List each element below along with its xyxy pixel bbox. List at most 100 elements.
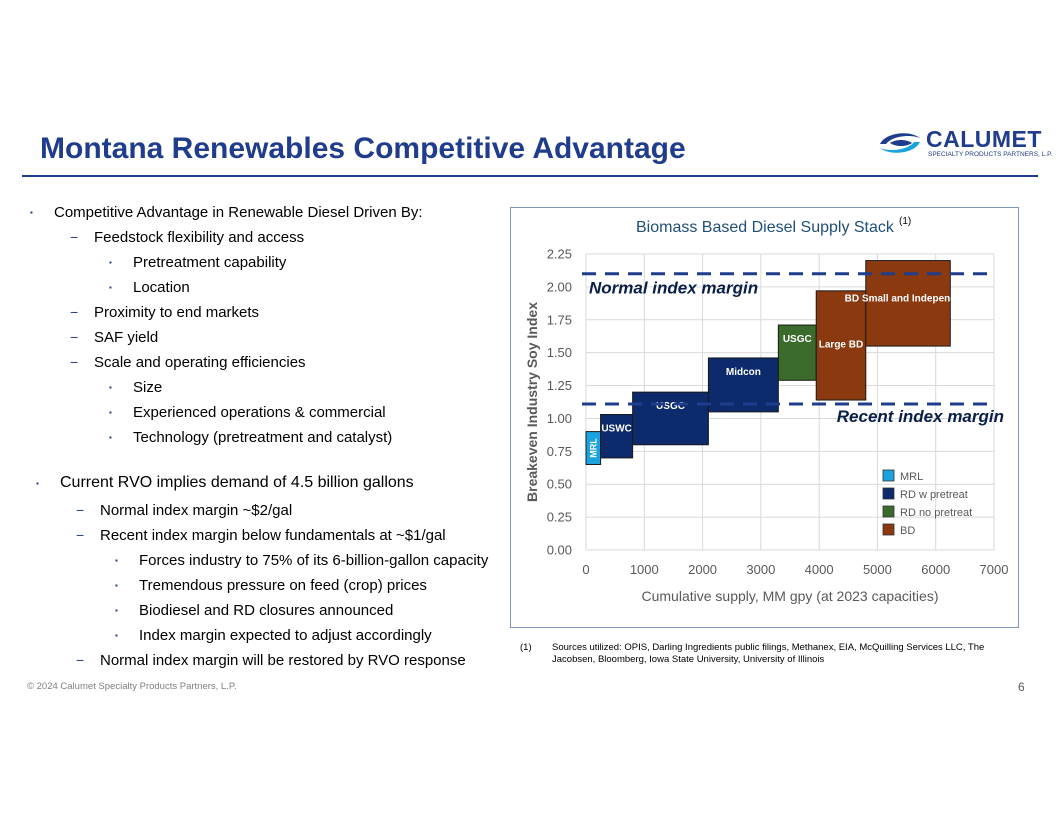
bullet-text: Normal index margin will be restored by … [100,652,466,669]
legend-label: BD [900,525,915,537]
page-title: Montana Renewables Competitive Advantage [40,132,686,165]
bullet-item: ▪ Experienced operations & commercial [109,404,386,421]
bullet-marker: − [70,304,79,320]
calumet-swirl-icon [880,133,920,153]
bullet-marker: ▪ [109,383,112,392]
footnote-text: Sources utilized: OPIS, Darling Ingredie… [552,642,985,665]
legend-label: RD w pretreat [900,489,968,501]
bullet-text: Normal index margin ~$2/gal [100,502,293,519]
bullet-item: − Scale and operating efficiencies [70,354,306,371]
x-tick-label: 2000 [688,562,717,577]
block-label: USGC [783,334,812,345]
bullet-item: − Recent index margin below fundamentals … [76,527,446,544]
y-tick-label: 0.50 [547,477,572,492]
bullet-text: Tremendous pressure on feed (crop) price… [139,577,427,594]
x-axis-label: Cumulative supply, MM gpy (at 2023 capac… [642,588,939,604]
legend-swatch [882,469,895,482]
bullet-item: − Feedstock flexibility and access [70,229,305,246]
bullet-item: ▪ Tremendous pressure on feed (crop) pric… [115,577,427,594]
bullet-marker: − [76,502,85,518]
y-tick-label: 1.25 [547,378,572,393]
bullet-marker: − [76,527,85,543]
legend-swatch [882,523,895,536]
x-tick-label: 6000 [921,562,950,577]
page-number: 6 [1018,680,1025,694]
supply-block [600,413,634,459]
bullet-marker: − [70,329,79,345]
x-tick-label: 3000 [746,562,775,577]
bullet-text: Forces industry to 75% of its 6-billion-… [139,552,489,569]
bullet-marker: ▪ [109,433,112,442]
title-divider [22,175,1038,177]
copyright: © 2024 Calumet Specialty Products Partne… [27,681,237,692]
bullet-item: ▪ Forces industry to 75% of its 6-billion… [115,552,489,569]
supply-stack-chart: Biomass Based Diesel Supply Stack (1) 0.00… [510,207,1019,628]
supply-block [632,391,709,446]
bullet-marker: − [70,229,79,245]
block-label: MRL [588,438,598,458]
y-tick-label: 0.00 [547,543,572,558]
bullet-text: Current RVO implies demand of 4.5 billio… [60,474,414,491]
bullet-item: ▪ Size [109,379,163,396]
x-tick-label: 7000 [980,562,1009,577]
bullet-item: ▪ Index margin expected to adjust accordi… [115,627,432,644]
bullet-marker: ▪ [36,479,39,488]
bullet-text: Competitive Advantage in Renewable Diese… [54,204,423,221]
bullet-item: ▪ Biodiesel and RD closures announced [115,602,394,619]
index-margin-label: Normal index margin [589,279,758,298]
y-tick-label: 0.25 [547,510,572,525]
block-label: USWC [601,423,632,434]
bullet-text: Index margin expected to adjust accordin… [139,627,432,644]
legend-swatch [882,505,895,518]
bullet-marker: ▪ [115,631,118,640]
bullet-item: − Proximity to end markets [70,304,259,321]
bullet-marker: ▪ [109,408,112,417]
chart-title-note: (1) [899,216,911,227]
block-label: Midcon [726,367,761,378]
supply-block [815,290,867,401]
y-axis-label: Breakeven Industry Soy Index [524,302,540,502]
y-tick-label: 2.25 [547,247,572,262]
bullet-text: Feedstock flexibility and access [94,229,305,246]
bullet-text: Location [133,279,190,296]
y-tick-label: 1.00 [547,411,572,426]
bullet-item: − Normal index margin ~$2/gal [76,502,293,519]
x-tick-label: 1000 [630,562,659,577]
bullet-text: Scale and operating efficiencies [94,354,306,371]
bullet-text: Recent index margin below fundamentals a… [100,527,446,544]
bullet-item: ▪ Pretreatment capability [109,254,287,271]
footnote-number: (1) [520,642,532,653]
bullet-text: Size [133,379,163,396]
bullet-item: − Normal index margin will be restored by… [76,652,466,669]
calumet-logo: CALUMET SPECIALTY PRODUCTS PARTNERS, L.P… [876,126,1052,160]
x-tick-label: 0 [582,562,589,577]
bullet-text: Technology (pretreatment and catalyst) [133,429,393,446]
bullet-item: ▪ Location [109,279,190,296]
y-tick-label: 1.75 [547,312,572,327]
bullet-item: ▪ Competitive Advantage in Renewable Dies… [30,204,423,221]
x-tick-label: 4000 [805,562,834,577]
legend-label: RD no pretreat [900,507,972,519]
block-label: USGC [656,401,685,412]
bullet-item: − SAF yield [70,329,159,346]
supply-block [777,324,817,381]
legend-label: MRL [900,471,923,483]
index-margin-label: Recent index margin [837,407,1004,426]
y-tick-label: 1.50 [547,345,572,360]
bullet-text: Pretreatment capability [133,254,287,271]
logo-subtitle: SPECIALTY PRODUCTS PARTNERS, L.P. [928,151,1053,158]
bullet-marker: ▪ [109,258,112,267]
bullet-marker: ▪ [115,556,118,565]
bullet-marker: ▪ [115,606,118,615]
bullet-marker: ▪ [30,208,33,217]
bullet-marker: − [76,652,85,668]
bullet-text: SAF yield [94,329,159,346]
y-tick-label: 0.75 [547,444,572,459]
supply-stack-svg: Biomass Based Diesel Supply Stack (1) 0.00… [524,216,1009,604]
y-tick-label: 2.00 [547,279,572,294]
logo-name: CALUMET [926,126,1042,152]
bullet-text: Biodiesel and RD closures announced [139,602,394,619]
legend-swatch [882,487,895,500]
chart-title: Biomass Based Diesel Supply Stack [636,219,895,236]
bullet-text: Experienced operations & commercial [133,404,386,421]
